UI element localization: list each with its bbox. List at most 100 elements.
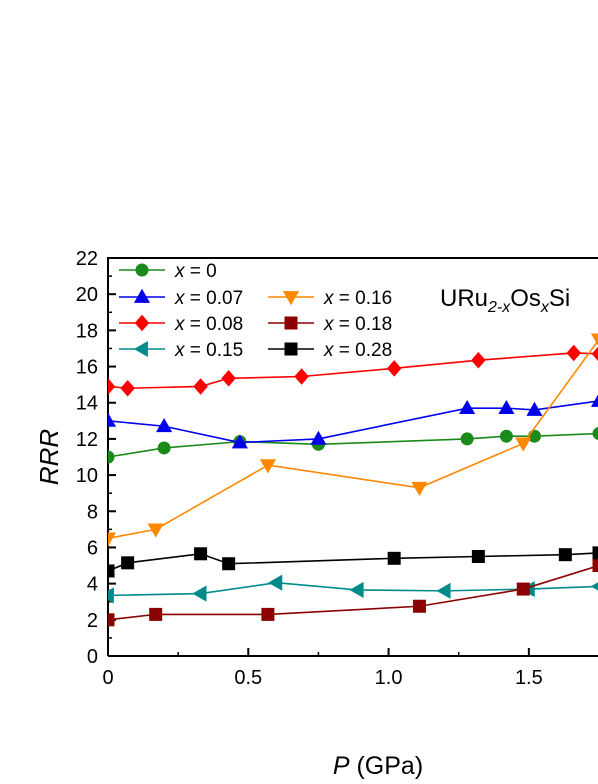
series-4 (108, 333, 598, 547)
data-point (120, 379, 135, 397)
y-tick-label: 22 (76, 248, 98, 270)
y-tick-label: 12 (76, 429, 98, 451)
data-point (592, 427, 598, 440)
y-tick-label: 18 (76, 320, 98, 342)
data-point (516, 582, 530, 596)
data-point (471, 550, 485, 563)
data-point (387, 551, 401, 565)
series-line (108, 400, 598, 444)
data-point (498, 399, 515, 415)
data-point (108, 532, 117, 547)
data-point (436, 582, 451, 599)
legend-marker (133, 340, 148, 358)
legend-entry: x = 0.16 (268, 288, 392, 309)
legend-marker (282, 291, 300, 306)
data-point (566, 344, 582, 362)
x-tick-label: 1.0 (375, 667, 403, 689)
series-5 (108, 559, 598, 627)
y-axis-label: RRR (34, 429, 64, 485)
data-point (460, 432, 474, 446)
data-point (147, 523, 164, 538)
data-point (591, 346, 598, 362)
data-point (193, 378, 208, 395)
data-point (259, 459, 276, 474)
data-point (192, 585, 207, 602)
data-point (108, 564, 115, 578)
legend-marker (284, 342, 298, 356)
y-tick-label: 6 (87, 537, 98, 559)
data-point (261, 607, 275, 621)
legend-entry: x = 0.08 (119, 314, 243, 335)
legend-marker (284, 316, 298, 330)
data-point (310, 430, 327, 445)
data-point (349, 581, 364, 599)
legend-label: x = 0.08 (174, 314, 243, 335)
y-tick-label: 4 (87, 574, 98, 596)
y-tick-label: 10 (76, 465, 98, 487)
data-point (459, 399, 476, 415)
data-point (157, 441, 171, 455)
y-tick-label: 8 (87, 501, 98, 523)
data-point (592, 559, 598, 573)
legend: x = 0 x = 0.07 x = 0.08 x = 0.15 x = 0.16 x =… (119, 261, 392, 361)
data-point (231, 434, 248, 449)
legend-entry: x = 0.18 (268, 314, 392, 335)
legend-entry: x = 0.28 (268, 340, 392, 361)
x-tick-label: 0.5 (234, 667, 262, 689)
data-point (558, 548, 572, 562)
data-point (108, 613, 115, 627)
compound-annotation: URu2-xOsxSi (440, 285, 570, 316)
x-axis-label: P (GPa) (333, 752, 423, 780)
data-point (412, 599, 426, 613)
data-point (221, 370, 236, 387)
legend-marker (134, 314, 150, 332)
data-point (411, 481, 428, 496)
legend-entry: x = 0.07 (119, 288, 243, 309)
data-point (294, 368, 309, 385)
y-tick-label: 14 (76, 393, 98, 415)
data-point (471, 351, 486, 369)
series-1 (108, 394, 598, 449)
data-point (592, 546, 598, 560)
data-point (156, 418, 173, 433)
x-tick-label: 1.5 (515, 667, 543, 689)
data-point (149, 607, 163, 621)
series-line (108, 565, 598, 621)
data-point (268, 574, 283, 591)
data-point (590, 394, 598, 407)
series-line (108, 339, 598, 540)
data-point (121, 556, 135, 570)
data-point (526, 401, 543, 416)
data-point (108, 587, 114, 604)
legend-label: x = 0.07 (174, 288, 243, 309)
y-tick-label: 20 (76, 284, 98, 306)
data-point (386, 360, 402, 377)
data-point (515, 437, 532, 452)
series-layer (108, 333, 598, 627)
data-point (108, 450, 115, 464)
series-2 (108, 344, 598, 397)
data-point (590, 333, 598, 346)
y-tick-label: 0 (87, 646, 98, 668)
data-point (499, 429, 513, 443)
legend-label: x = 0.15 (174, 340, 243, 361)
legend-label: x = 0 (174, 261, 217, 282)
legend-label: x = 0.18 (323, 314, 392, 335)
legend-entry: x = 0 (119, 261, 217, 282)
legend-marker (133, 288, 151, 303)
data-point (527, 429, 541, 443)
y-tick-label: 2 (87, 610, 98, 632)
legend-label: x = 0.16 (323, 288, 392, 309)
legend-entry: x = 0.15 (119, 340, 243, 361)
y-tick-label: 16 (76, 357, 98, 379)
data-point (590, 582, 598, 591)
data-point (108, 412, 117, 427)
data-point (222, 557, 236, 571)
legend-marker (135, 263, 149, 277)
x-tick-label: 0 (102, 667, 113, 689)
axes: 0 2 4 6 8 10 12 14 16 18 20 22 0 0.5 1.0 1.5 (76, 248, 598, 689)
data-point (108, 378, 116, 395)
data-point (194, 547, 208, 561)
legend-label: x = 0.28 (323, 340, 392, 361)
